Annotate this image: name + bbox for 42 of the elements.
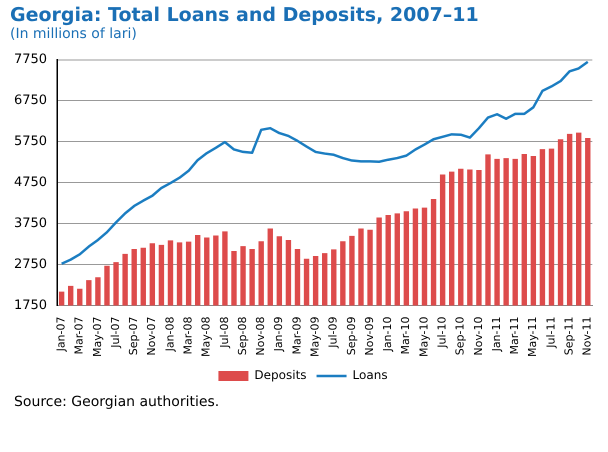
chart-title: Georgia: Total Loans and Deposits, 2007–11 (10, 4, 480, 26)
x-tick-label: Jan-08 (163, 316, 176, 352)
x-tick-label: Mar-07 (72, 316, 86, 355)
y-tick-label: 3750 (14, 216, 48, 231)
x-tick-label: May-09 (308, 316, 322, 357)
x-tick-label: Jan-10 (381, 316, 394, 352)
x-tick-label: Sep-07 (127, 316, 140, 356)
x-tick-label: Jul-10 (435, 316, 448, 349)
x-tick-label: Jan-09 (272, 316, 286, 352)
x-tick-label: Sep-08 (236, 316, 249, 356)
x-tick-label: May-07 (90, 316, 104, 357)
x-tick-label: May-11 (526, 316, 540, 357)
legend-label: Loans (352, 368, 388, 382)
x-tick-label: Nov-08 (254, 316, 268, 356)
x-tick-label: Mar-09 (290, 316, 304, 355)
x-tick-label: Jul-09 (326, 316, 340, 349)
source-note: Source: Georgian authorities. (14, 394, 220, 410)
x-tick-label: Jan-07 (54, 316, 68, 352)
x-tick-label: Nov-07 (145, 316, 158, 356)
x-tick-label: Mar-10 (399, 316, 412, 355)
x-tick-label: May-10 (417, 316, 430, 357)
x-tick-label: Sep-10 (454, 316, 467, 356)
x-tick-label: Jul-07 (108, 316, 122, 349)
x-tick-label: Nov-09 (362, 316, 376, 356)
y-tick-label: 2750 (14, 256, 48, 272)
x-tick-label: Mar-11 (508, 316, 522, 355)
x-tick-label: May-08 (200, 316, 213, 357)
x-tick-label: Jul-11 (544, 316, 558, 349)
y-tick-label: 5750 (14, 134, 48, 150)
x-tick-label: Sep-09 (344, 316, 358, 356)
x-tick-label: Nov-10 (472, 316, 485, 356)
x-tick-label: Nov-11 (580, 316, 594, 356)
x-tick-label: Mar-08 (181, 316, 194, 355)
x-tick-label: Sep-11 (562, 316, 576, 356)
x-tick-label: Jan-11 (490, 316, 503, 352)
y-tick-label: 1750 (14, 298, 48, 313)
y-tick-label: 4750 (14, 175, 48, 190)
y-tick-label: 6750 (14, 93, 48, 108)
legend-label: Deposits (254, 368, 307, 382)
chart-subtitle: (In millions of lari) (10, 26, 138, 42)
x-tick-label: Jul-08 (218, 316, 231, 349)
y-tick-label: 7750 (14, 52, 48, 68)
